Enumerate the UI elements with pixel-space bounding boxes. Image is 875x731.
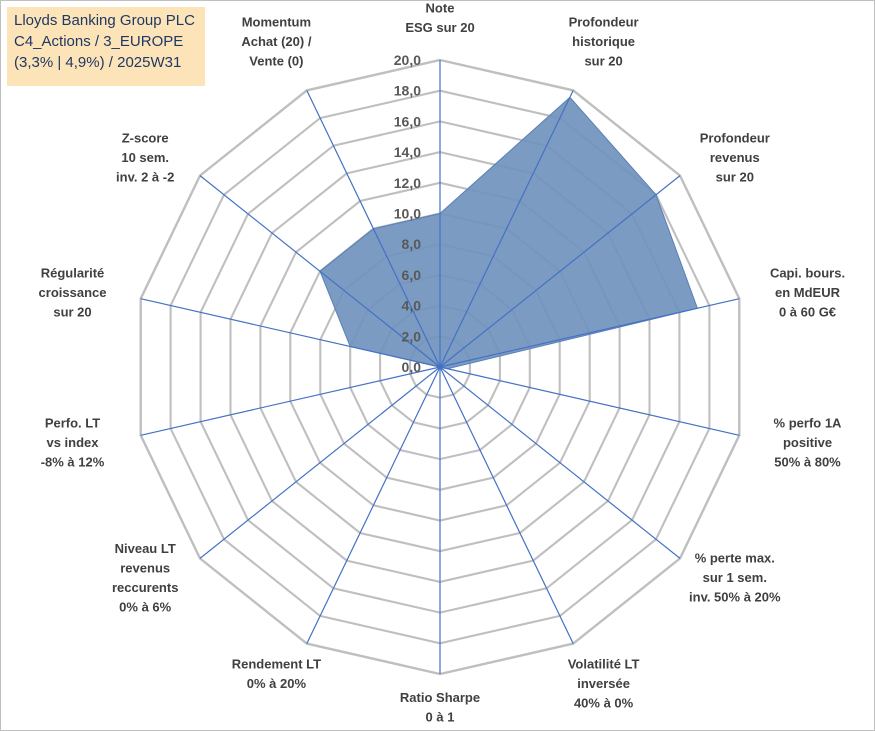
axis-label: Profondeur historique sur 20 xyxy=(569,14,639,68)
axis-spoke xyxy=(439,366,681,559)
axis-spoke xyxy=(140,366,441,436)
axis-label: % perte max. sur 1 sem. inv. 50% à 20% xyxy=(689,551,781,605)
axis-label: Profondeur revenus sur 20 xyxy=(700,130,770,184)
axis-label: Volatilité LT inversée 40% à 0% xyxy=(568,657,640,711)
r-tick-label: 12,0 xyxy=(394,175,421,191)
axis-spoke xyxy=(439,366,574,644)
r-tick-label: 14,0 xyxy=(394,144,421,160)
r-tick-label: 4,0 xyxy=(402,298,422,314)
axis-spoke xyxy=(439,366,740,436)
r-tick-label: 16,0 xyxy=(394,113,421,129)
axis-label: Z-score 10 sem. inv. 2 à -2 xyxy=(116,130,174,184)
axis-label: Note ESG sur 20 xyxy=(405,1,474,36)
chart-subtitle-period: (3,3% | 4,9%) / 2025W31 xyxy=(14,54,182,71)
axis-spoke xyxy=(439,90,574,368)
axis-spoke xyxy=(199,175,441,368)
axis-spoke xyxy=(439,298,740,368)
axis-spoke xyxy=(199,366,441,559)
axis-spoke xyxy=(306,90,441,368)
r-tick-label: 8,0 xyxy=(402,236,422,252)
radar-tick-labels: 0,0 2,0 4,0 6,0 8,0 10,0 12,0 14,0 16,0 18,0 20,0 xyxy=(394,52,421,375)
r-tick-label: 18,0 xyxy=(394,83,421,99)
r-tick-label: 10,0 xyxy=(394,206,421,222)
r-tick-label: 6,0 xyxy=(402,267,422,283)
axis-spoke xyxy=(439,175,681,368)
axis-spoke xyxy=(306,366,441,644)
chart-subtitle-category: C4_Actions / 3_EUROPE xyxy=(14,33,184,50)
axis-label: Perfo. LT vs index -8% à 12% xyxy=(41,416,105,470)
axis-spoke xyxy=(140,298,441,368)
radar-spokes xyxy=(140,60,740,674)
r-tick-label: 0,0 xyxy=(402,359,422,375)
axis-label: Rendement LT 0% à 20% xyxy=(232,657,321,692)
axis-label: % perfo 1A positive 50% à 80% xyxy=(774,416,843,470)
r-tick-label: 20,0 xyxy=(394,52,421,68)
axis-label: Régularité croissance sur 20 xyxy=(39,266,107,320)
radar-axis-labels: Note ESG sur 20 Profondeur historique sur 20… xyxy=(39,1,846,725)
chart-title-box: Lloyds Banking Group PLC C4_Actions / 3_… xyxy=(7,7,205,86)
axis-label: Niveau LT revenus reccurents 0% à 6% xyxy=(112,541,178,615)
axis-label: Ratio Sharpe 0 à 1 xyxy=(400,690,480,725)
axis-label: Momentum Achat (20) / Vente (0) xyxy=(241,14,311,68)
r-tick-label: 2,0 xyxy=(402,328,422,344)
chart-title: Lloyds Banking Group PLC xyxy=(14,12,195,29)
axis-label: Capi. bours. en MdEUR 0 à 60 G€ xyxy=(770,266,845,320)
